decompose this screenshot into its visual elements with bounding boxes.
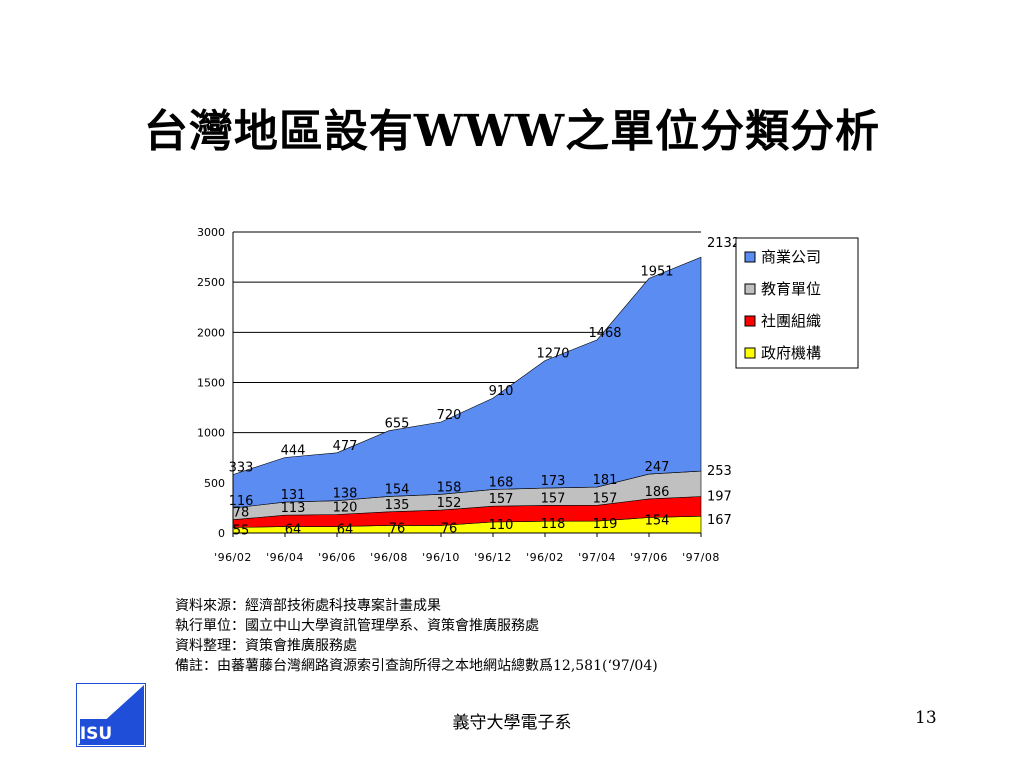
legend-label: 社團組織 bbox=[761, 312, 821, 330]
legend-label: 教育單位 bbox=[761, 280, 821, 298]
legend-box bbox=[735, 237, 859, 369]
data-label: 444 bbox=[281, 444, 306, 459]
y-tick-label: 2500 bbox=[197, 276, 225, 289]
data-label: 173 bbox=[541, 474, 566, 489]
data-label: 119 bbox=[593, 517, 618, 532]
data-label: 116 bbox=[229, 494, 254, 509]
data-label: 186 bbox=[645, 485, 670, 500]
legend-label: 商業公司 bbox=[761, 248, 821, 266]
x-tick-label: '96/04 bbox=[266, 551, 304, 564]
stacked-area-chart: 0 500 1000 1500 2000 2500 3000 '96/02 '96/04 '96/… bbox=[197, 226, 859, 564]
data-label: 181 bbox=[593, 473, 618, 488]
note-executor: 執行單位：國立中山大學資訊管理學系、資策會推廣服務處 bbox=[175, 618, 539, 634]
x-tick-label: '96/10 bbox=[422, 551, 460, 564]
data-label: 110 bbox=[489, 518, 514, 533]
y-tick-label: 0 bbox=[218, 527, 225, 540]
data-label: 197 bbox=[707, 489, 732, 504]
y-tick-label: 2000 bbox=[197, 326, 225, 339]
x-tick-label: '96/06 bbox=[318, 551, 356, 564]
footer-text: 義守大學電子系 bbox=[452, 713, 572, 733]
slide-title: 台灣地區設有WWW之單位分類分析 bbox=[143, 106, 881, 157]
y-tick-label: 1500 bbox=[197, 377, 225, 390]
data-label: 1468 bbox=[588, 326, 621, 341]
data-label: 720 bbox=[437, 408, 462, 423]
data-label: 655 bbox=[385, 417, 410, 432]
data-label: 333 bbox=[229, 461, 254, 476]
legend-swatch bbox=[744, 283, 756, 295]
area-商業公司 bbox=[232, 256, 702, 509]
note-source: 資料來源：經濟部技術處科技專案計畫成果 bbox=[175, 598, 441, 614]
data-label: 154 bbox=[645, 514, 670, 529]
data-label: 55 bbox=[233, 523, 250, 538]
data-label: 152 bbox=[437, 496, 462, 511]
data-label: 64 bbox=[337, 523, 354, 538]
y-tick-label: 500 bbox=[204, 477, 225, 490]
legend-swatch bbox=[744, 347, 756, 359]
data-label: 120 bbox=[333, 501, 358, 516]
data-label: 1951 bbox=[640, 264, 673, 279]
legend-swatch bbox=[744, 315, 756, 327]
legend-label: 政府機構 bbox=[761, 344, 821, 362]
data-label: 2132 bbox=[707, 236, 740, 251]
note-compiler: 資料整理：資策會推廣服務處 bbox=[175, 638, 357, 654]
data-label: 157 bbox=[593, 491, 618, 506]
data-label: 477 bbox=[333, 439, 358, 454]
x-tick-label: '97/06 bbox=[630, 551, 668, 564]
data-label: 76 bbox=[441, 521, 458, 536]
data-label: 78 bbox=[233, 506, 250, 521]
data-label: 76 bbox=[389, 521, 406, 536]
y-tick-label: 1000 bbox=[197, 427, 225, 440]
data-label: 253 bbox=[707, 464, 732, 479]
x-tick-label: '96/02 bbox=[214, 551, 252, 564]
source-notes: 資料來源：經濟部技術處科技專案計畫成果 執行單位：國立中山大學資訊管理學系、資策… bbox=[175, 596, 658, 676]
x-tick-label: '96/02 bbox=[526, 551, 564, 564]
data-label: 910 bbox=[489, 384, 514, 399]
x-tick-label: '96/12 bbox=[474, 551, 512, 564]
data-label: 113 bbox=[281, 501, 306, 516]
data-label: 64 bbox=[285, 523, 302, 538]
data-label: 167 bbox=[707, 513, 732, 528]
page-number: 13 bbox=[915, 708, 937, 728]
isu-logo: ISU bbox=[76, 683, 146, 747]
x-tick-label: '96/08 bbox=[370, 551, 408, 564]
note-remark: 備註：由蕃薯藤台灣網路資源索引查詢所得之本地網站總數爲12,581(‘97/04… bbox=[175, 658, 658, 674]
data-label: 118 bbox=[541, 517, 566, 532]
data-label: 247 bbox=[645, 460, 670, 475]
data-label: 157 bbox=[541, 491, 566, 506]
data-label: 138 bbox=[333, 487, 358, 502]
legend-swatch bbox=[744, 251, 756, 263]
data-label: 135 bbox=[385, 498, 410, 513]
x-tick-label: '97/04 bbox=[578, 551, 616, 564]
x-tick-label: '97/08 bbox=[682, 551, 720, 564]
data-label: 131 bbox=[281, 488, 306, 503]
y-tick-label: 3000 bbox=[197, 226, 225, 239]
data-label: 158 bbox=[437, 480, 462, 495]
data-label: 154 bbox=[385, 482, 410, 497]
data-label: 157 bbox=[489, 492, 514, 507]
logo-text: ISU bbox=[80, 724, 112, 744]
data-label: 1270 bbox=[536, 347, 569, 362]
data-label: 168 bbox=[489, 475, 514, 490]
